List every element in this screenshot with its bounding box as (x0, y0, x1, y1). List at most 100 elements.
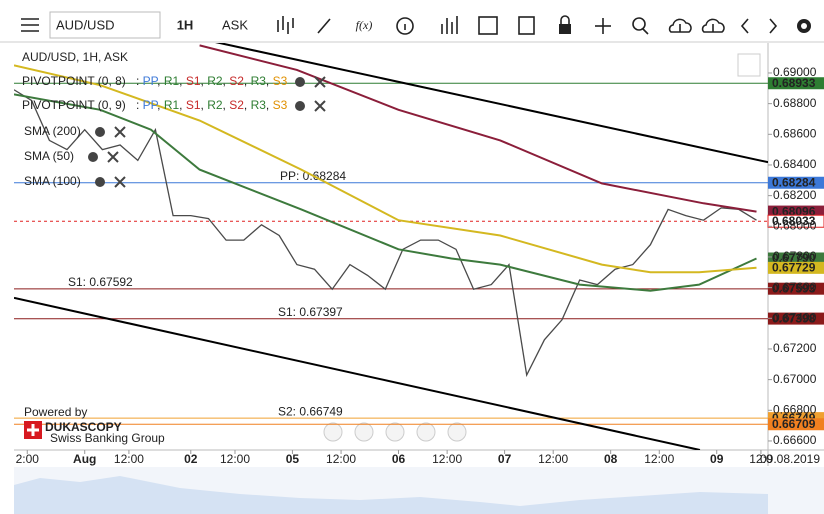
pivot-name: PIVOTPOINT (0, 8) (22, 74, 126, 88)
pivot-separator: , (157, 74, 164, 88)
x-tick-label: 05 (286, 452, 300, 466)
side-button[interactable]: ASK (222, 17, 248, 32)
price-tag (768, 312, 824, 325)
price-tag (768, 205, 824, 218)
calendar-button[interactable] (478, 16, 498, 35)
price-tag (768, 77, 824, 90)
pivot-separator: , (201, 74, 208, 88)
remove-icon (314, 76, 326, 88)
pivot-name: PIVOTPOINT (0, 9) (22, 98, 126, 112)
gear-icon (95, 127, 105, 137)
navigator-area (14, 476, 768, 514)
price-tag-label: 0.68033 (772, 214, 816, 228)
x-tick-label: Aug (73, 452, 96, 466)
pivot-prefix: : (136, 74, 143, 88)
price-tag-label: 0.68933 (772, 76, 816, 90)
pivot-separator: , (157, 98, 164, 112)
sma-line (14, 64, 757, 274)
y-tick-label: 0.66600 (773, 433, 817, 447)
pivot-separator: , (244, 74, 251, 88)
pivot-level: S1 (186, 74, 201, 88)
draw-button[interactable] (317, 18, 331, 34)
lock-button[interactable] (559, 15, 571, 34)
price-tag (767, 214, 824, 228)
pivot-levels: : PP, R1, S1, R2, S2, R3, S3 (136, 98, 288, 112)
y-tick-label: 0.67400 (773, 310, 817, 324)
remove-icon (314, 100, 326, 112)
zoom-button[interactable] (632, 17, 649, 35)
pivot-separator: , (179, 98, 186, 112)
trend-line (214, 43, 768, 164)
price-tag-label: 0.66709 (772, 417, 816, 431)
pivot-level: S1 (186, 98, 201, 112)
pivot-separator: , (266, 98, 273, 112)
sma-line (199, 44, 757, 213)
zoom-controls[interactable] (323, 422, 467, 442)
y-tick-label: 0.67000 (773, 372, 817, 386)
trend-line (14, 296, 701, 450)
info-button[interactable] (396, 17, 414, 35)
overlay: 0.689330.682840.680960.680330.677900.677… (22, 50, 824, 431)
y-tick-label: 0.69000 (773, 65, 817, 79)
pivot-separator: , (223, 98, 230, 112)
y-tick-label: 0.66800 (773, 402, 817, 416)
next-button[interactable] (769, 18, 778, 34)
pivot-separator: , (244, 98, 251, 112)
sma-legend: SMA (100) (24, 174, 81, 188)
y-tick-label: 0.67600 (773, 280, 817, 294)
price-tag-label: 0.68284 (772, 175, 816, 189)
pivot-level: R1 (164, 74, 180, 88)
period-button[interactable]: 1H (177, 17, 194, 32)
level-label: S1: 0.67397 (278, 305, 343, 319)
y-tick-label: 0.68800 (773, 96, 817, 110)
chart-type-button[interactable] (277, 16, 294, 34)
upload-button[interactable] (668, 18, 692, 33)
volume-button[interactable] (441, 16, 458, 34)
pivot-level: S2 (229, 98, 244, 112)
price-tag (768, 418, 824, 431)
indicators-button[interactable]: f(x) (356, 18, 373, 32)
price-tag-label: 0.67729 (772, 261, 816, 275)
chart-title: AUD/USD, 1H, ASK (22, 50, 128, 64)
date-label: 09.08.2019 (760, 452, 820, 466)
report-button[interactable] (518, 16, 535, 35)
pivot-level: R3 (251, 98, 267, 112)
price-tag-label: 0.67593 (772, 281, 816, 295)
x-tick-label: 12:00 (538, 452, 568, 466)
price-tag-label: 0.67790 (772, 251, 816, 265)
y-tick-label: 0.68000 (773, 218, 817, 232)
pivot-separator: , (223, 74, 230, 88)
y-tick-label: 0.68600 (773, 126, 817, 140)
x-tick-label: 12:00 (432, 452, 462, 466)
price-tag (768, 176, 824, 189)
pivot-levels: : PP, R1, S1, R2, S2, R3, S3 (136, 74, 288, 88)
pivot-level: PP (143, 74, 159, 88)
remove-icon (114, 176, 126, 188)
crosshair-button[interactable] (595, 18, 611, 34)
expand-button[interactable] (737, 53, 761, 77)
pivot-level: S3 (273, 98, 288, 112)
pivot-level: PP (143, 98, 159, 112)
pivot-level: S2 (229, 74, 244, 88)
x-tick-label: 12:00 (644, 452, 674, 466)
x-tick-label: 08 (604, 452, 618, 466)
x-tick-label: 12:00 (326, 452, 356, 466)
download-button[interactable] (701, 18, 725, 33)
x-tick-label: 12:00 (220, 452, 250, 466)
pivot-separator: , (266, 74, 273, 88)
pivot-prefix: : (136, 98, 143, 112)
prev-button[interactable] (740, 18, 749, 34)
gear-icon (88, 152, 98, 162)
settings-button[interactable] (797, 19, 811, 33)
price-tag (768, 282, 824, 295)
gear-icon (95, 177, 105, 187)
symbol[interactable]: AUD/USD (56, 17, 115, 32)
symbol-input[interactable] (49, 11, 161, 39)
x-tick-label: 12:00 (114, 452, 144, 466)
menu-button[interactable] (21, 18, 39, 32)
price-line (14, 89, 757, 378)
x-tick-label: 06 (392, 452, 406, 466)
x-tick-label: 02 (184, 452, 198, 466)
